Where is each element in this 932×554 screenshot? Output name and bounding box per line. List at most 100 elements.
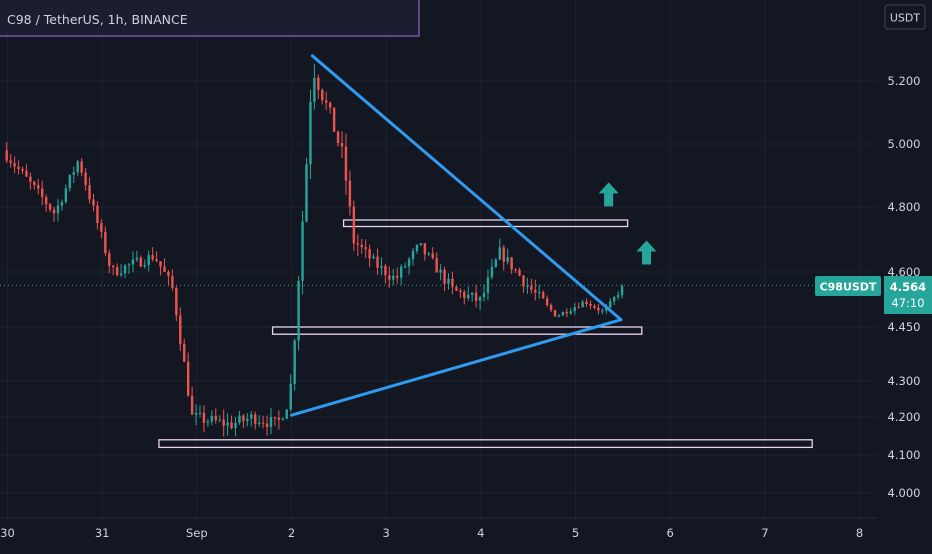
candle-body — [265, 423, 269, 427]
candle-body — [250, 414, 253, 419]
candle-body — [84, 172, 87, 186]
candle-body — [581, 301, 584, 308]
symbol-legend[interactable]: C98 / TetherUS, 1h, BINANCE — [0, 0, 420, 37]
candle-body — [459, 290, 462, 292]
candle-body — [131, 259, 135, 265]
support-resistance-zone[interactable] — [158, 439, 813, 449]
candle-body — [183, 343, 186, 362]
candle-body — [29, 176, 32, 182]
candle-body — [407, 259, 411, 267]
candle-body — [372, 256, 375, 259]
candle-body — [151, 255, 154, 260]
symbol-badge — [815, 276, 881, 296]
time-scale-background — [0, 518, 932, 550]
candle-body — [360, 244, 363, 248]
price-scale[interactable]: 5.200 5.000 4.800 4.600 4.450 4.300 4.200 4.100… — [888, 74, 921, 500]
candle-body — [423, 243, 427, 255]
horizontal-zones[interactable] — [158, 219, 813, 449]
currency-label: USDT — [890, 12, 921, 25]
candle-body — [403, 266, 407, 268]
candle-body — [470, 292, 474, 295]
candle-body — [119, 273, 123, 276]
support-resistance-zone[interactable] — [271, 326, 643, 335]
up-arrow-icon[interactable] — [598, 182, 619, 207]
candle-body — [553, 310, 557, 317]
candle-body — [269, 417, 273, 427]
candle-body — [190, 395, 194, 415]
candle-body — [5, 150, 8, 161]
candle-body — [435, 258, 438, 273]
candle-body — [305, 164, 308, 222]
candle-body — [234, 422, 237, 429]
currency-button-box[interactable] — [884, 4, 926, 30]
candle-body — [289, 383, 292, 410]
candle-body — [214, 415, 217, 421]
y-tick-label: 5.200 — [888, 74, 921, 88]
y-tick-label: 4.000 — [888, 486, 921, 500]
candle-body — [380, 266, 383, 268]
candle-body — [474, 292, 478, 301]
candle-body — [281, 418, 285, 420]
candle-body — [9, 160, 12, 164]
x-tick-label: 4 — [477, 526, 484, 540]
candle-body — [257, 422, 261, 424]
candle-body — [167, 271, 170, 277]
x-tick-label: 6 — [667, 526, 674, 540]
candle-body — [526, 286, 529, 288]
candle-body — [431, 253, 434, 259]
candle-body — [411, 251, 415, 260]
candle-body — [17, 166, 20, 169]
candle-body — [534, 289, 537, 293]
candle-body — [123, 265, 127, 274]
candle-body — [522, 275, 525, 287]
candle-body — [313, 77, 316, 102]
candle-body — [399, 266, 403, 278]
candle-body — [175, 287, 178, 316]
x-tick-label: 5 — [572, 526, 579, 540]
candle-body — [585, 301, 588, 305]
candle-body — [439, 269, 442, 273]
trendline[interactable] — [290, 318, 623, 417]
candle-body — [246, 418, 249, 422]
symbol-legend-box — [0, 0, 420, 37]
trendlines[interactable] — [290, 54, 623, 417]
up-arrow-icon[interactable] — [636, 240, 657, 265]
candle-body — [616, 294, 620, 298]
time-scale[interactable]: 30 31 Sep 2 3 4 5 6 7 8 — [0, 526, 863, 540]
candle-body — [451, 278, 454, 287]
candle-body — [104, 231, 107, 254]
candle-body — [502, 247, 505, 262]
candle-body — [463, 291, 466, 299]
x-tick-label: 7 — [761, 526, 768, 540]
candle-body — [293, 340, 296, 384]
x-tick-label: 3 — [383, 526, 390, 540]
y-tick-label: 4.450 — [888, 320, 921, 334]
candle-body — [179, 315, 182, 344]
candle-body — [601, 310, 604, 312]
candle-body — [92, 199, 95, 206]
candle-body — [589, 304, 592, 306]
candle-body — [593, 305, 596, 308]
candle-body — [356, 243, 359, 245]
trendline[interactable] — [310, 54, 623, 322]
candle-body — [44, 197, 48, 205]
candle-body — [112, 265, 115, 268]
support-resistance-zone[interactable] — [342, 219, 629, 228]
candle-body — [443, 269, 446, 284]
candle-body — [620, 285, 624, 295]
candle-body — [21, 168, 24, 171]
candle-body — [206, 421, 210, 423]
x-tick-label: 30 — [0, 526, 15, 540]
candle-body — [238, 415, 241, 423]
candle-body — [186, 361, 190, 396]
currency-button[interactable]: USDT — [884, 4, 926, 30]
candle-body — [285, 409, 288, 419]
candle-body — [328, 102, 332, 108]
arrow-annotations[interactable] — [598, 182, 657, 265]
candle-body — [230, 422, 233, 429]
candle-body — [80, 161, 83, 173]
current-price-badge: C98USDT 4.564 47:10 — [815, 276, 932, 314]
candles — [5, 63, 624, 437]
